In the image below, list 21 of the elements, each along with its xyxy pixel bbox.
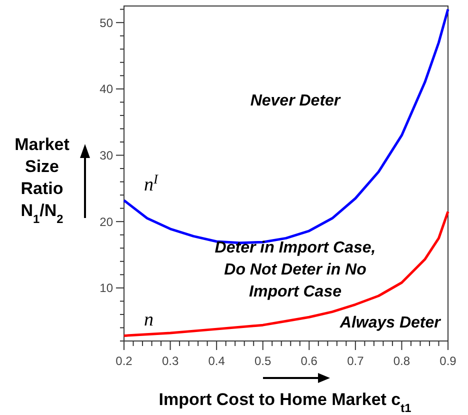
- x-tick-label: 0.5: [254, 354, 272, 368]
- y-axis-title: Market Size Ratio N$_{1}$/N$_{2}$: [14, 135, 70, 226]
- y-tick-label: 20: [100, 214, 114, 229]
- line-series: [122, 210, 450, 337]
- y-tick-label: 40: [100, 82, 114, 96]
- y-tick-label: 50: [100, 16, 114, 30]
- series-label: n$^{I}$: [144, 170, 158, 196]
- series-label: n: [144, 310, 154, 331]
- annotation: Always Deter: [338, 314, 442, 332]
- x-tick-label: 0.6: [300, 354, 318, 368]
- x-tick-label: 0.2: [116, 354, 133, 368]
- x-tick-label: 0.9: [440, 354, 457, 368]
- x-tick-label: 0.7: [347, 354, 364, 368]
- annotation: Deter in Import Case, Do Not Deter in No Import Case: [214, 240, 376, 301]
- x-tick-label: 0.3: [162, 354, 179, 368]
- y-tick-label: 30: [100, 148, 114, 162]
- y-tick-label: 10: [100, 281, 114, 296]
- x-tick-label: 0.4: [208, 354, 226, 368]
- annotation: Never Deter: [250, 92, 341, 110]
- x-axis-title: Import Cost to Home Market c$_{t1}$: [158, 390, 412, 415]
- x-tick-label: 0.8: [393, 354, 410, 368]
